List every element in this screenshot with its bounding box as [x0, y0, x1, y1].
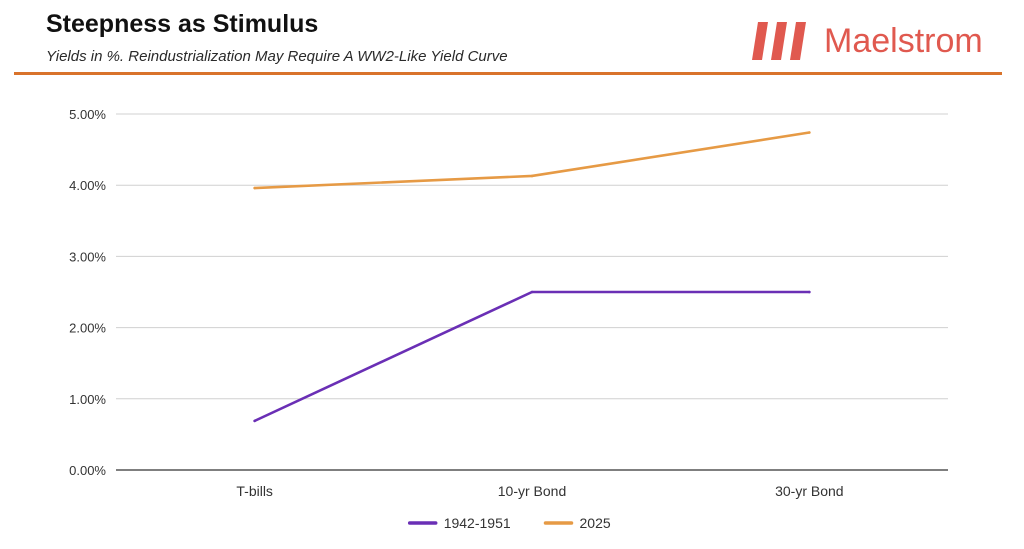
data-point: [808, 290, 811, 294]
data-point: [253, 186, 256, 190]
y-tick-label: 4.00%: [69, 178, 106, 193]
series-line-2: [253, 131, 811, 190]
chart-header: Steepness as Stimulus Yields in %. Reind…: [0, 0, 1024, 80]
three-slanted-bars-logo-icon: [752, 22, 806, 60]
legend-label: 2025: [580, 515, 611, 531]
x-tick-label: 10-yr Bond: [498, 483, 566, 499]
data-point: [530, 174, 534, 178]
brand-name: Maelstrom: [824, 22, 983, 60]
y-tick-label: 5.00%: [69, 107, 106, 122]
x-tick-label: 30-yr Bond: [775, 483, 843, 499]
x-tick-label: T-bills: [236, 483, 273, 499]
data-point: [530, 290, 534, 294]
series-line-1: [253, 290, 811, 423]
brand-logo: Maelstrom: [752, 20, 1004, 68]
data-point: [808, 131, 811, 134]
y-tick-label: 1.00%: [69, 392, 106, 407]
y-tick-label: 3.00%: [69, 249, 106, 264]
data-point: [253, 419, 256, 423]
y-tick-label: 0.00%: [69, 463, 106, 478]
legend-label: 1942-1951: [444, 515, 511, 531]
y-tick-label: 2.00%: [69, 321, 106, 336]
chart-title: Steepness as Stimulus: [46, 10, 319, 38]
header-divider: [14, 72, 1002, 75]
chart-subtitle: Yields in %. Reindustrialization May Req…: [46, 48, 508, 65]
